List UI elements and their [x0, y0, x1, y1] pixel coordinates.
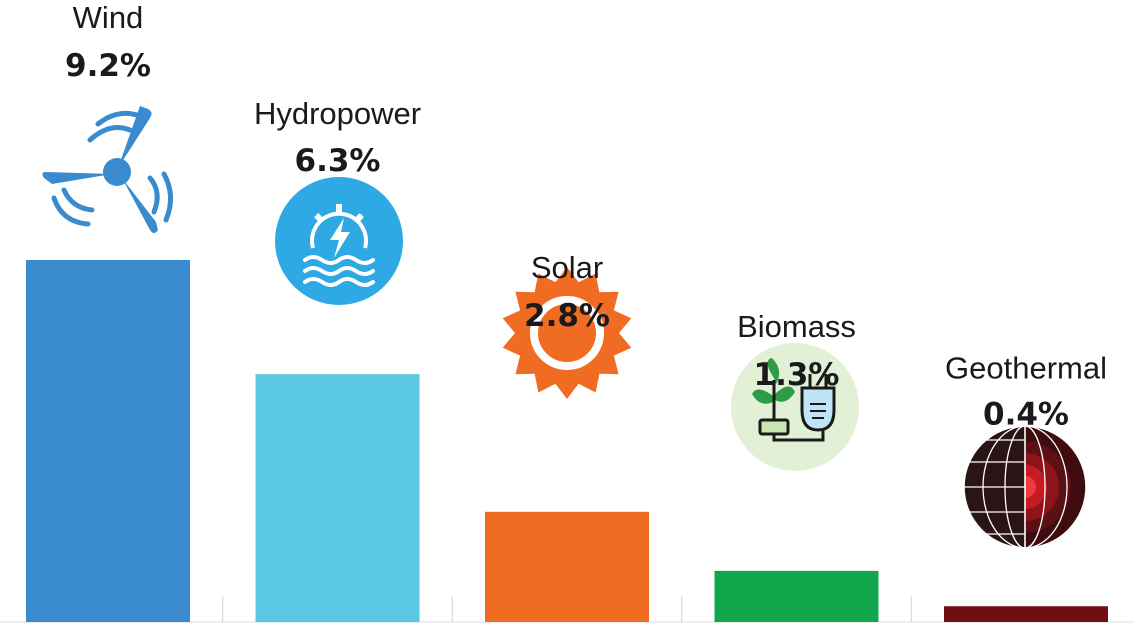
bar-solar	[485, 511, 649, 622]
category-label: Biomass	[737, 309, 856, 344]
hydropower-icon	[275, 177, 403, 305]
bar-geothermal	[944, 606, 1108, 622]
value-label: 2.8%	[524, 298, 610, 334]
value-label: 1.3%	[754, 357, 840, 393]
bar-wind	[26, 260, 190, 622]
sun-icon	[502, 267, 632, 399]
value-label: 6.3%	[295, 143, 381, 179]
bars-group	[26, 260, 1108, 622]
biomass-plug-icon	[731, 343, 859, 471]
value-label: 0.4%	[983, 396, 1069, 432]
category-label: Hydropower	[254, 96, 421, 131]
labels-group: Wind 9.2% Hydropower 6.3% Solar 2.8% Biomass 1.…	[65, 0, 1107, 432]
bar-hydropower	[255, 374, 420, 622]
earth-core-icon	[963, 424, 1087, 550]
category-label: Solar	[531, 250, 603, 285]
bar-biomass	[714, 570, 879, 622]
category-label: Geothermal	[945, 350, 1107, 385]
category-label: Wind	[73, 0, 144, 35]
value-label: 9.2%	[65, 48, 151, 84]
wind-turbine-icon	[42, 106, 173, 233]
